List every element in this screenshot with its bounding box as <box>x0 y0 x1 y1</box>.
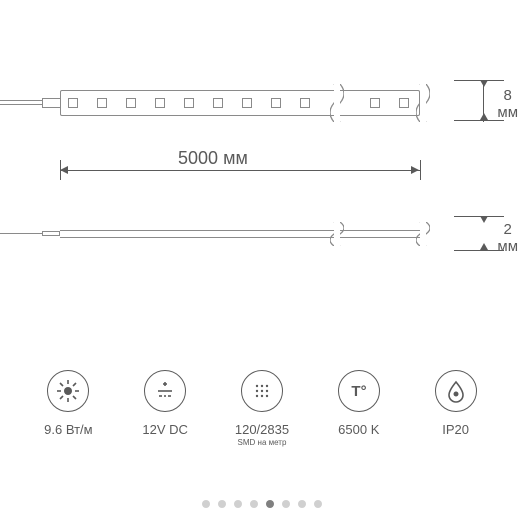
led-strip-side-view <box>60 237 420 238</box>
dimension-extension <box>454 216 504 217</box>
brightness-icon <box>47 370 89 412</box>
dimension-tick <box>420 160 421 180</box>
dimension-5000mm-label: 5000 мм <box>170 148 256 169</box>
diagram-canvas: 8 мм 5000 мм 2 мм 9.6 Вт/м 12V DC 120/2835… <box>0 0 524 524</box>
dimension-value: 2 <box>504 221 512 238</box>
spec-label: 6500 K <box>338 422 379 438</box>
spec-item: 12V DC <box>123 370 207 438</box>
strip-connector <box>42 98 60 108</box>
dimension-unit: мм <box>497 238 518 255</box>
led-chip <box>68 98 78 108</box>
spec-row: 9.6 Вт/м 12V DC 120/2835SMD на метр T° 6500 … <box>0 370 524 448</box>
wire-lead <box>0 233 42 234</box>
spec-label: IP20 <box>442 422 469 438</box>
led-chip <box>213 98 223 108</box>
dc-icon <box>144 370 186 412</box>
spec-item: 120/2835SMD на метр <box>220 370 304 448</box>
strip-connector-side <box>42 231 60 236</box>
svg-text:T°: T° <box>351 383 366 400</box>
dimension-value: 8 <box>504 87 512 104</box>
spec-sublabel: SMD на метр <box>235 438 289 448</box>
spec-item: IP20 <box>414 370 498 438</box>
dimension-extension <box>454 80 504 81</box>
dimension-value: 5000 <box>178 148 218 168</box>
break-mark <box>416 222 430 246</box>
dimension-unit: мм <box>497 104 518 121</box>
pagination-dot[interactable] <box>282 500 290 508</box>
spec-item: 9.6 Вт/м <box>26 370 110 438</box>
temperature-icon: T° <box>338 370 380 412</box>
dimension-2mm-label: 2 мм <box>497 222 518 255</box>
break-mark <box>330 222 344 246</box>
dimension-arrow <box>480 113 488 120</box>
pagination-dots <box>0 500 524 508</box>
pagination-dot[interactable] <box>234 500 242 508</box>
led-chip <box>399 98 409 108</box>
pagination-dot[interactable] <box>298 500 306 508</box>
led-chip <box>184 98 194 108</box>
break-mark <box>330 84 344 122</box>
led-chip <box>155 98 165 108</box>
led-chip <box>242 98 252 108</box>
dimension-8mm-label: 8 мм <box>497 88 518 121</box>
spec-label: 12V DC <box>142 422 188 438</box>
pagination-dot[interactable] <box>218 500 226 508</box>
led-strip-side-view <box>60 230 420 231</box>
wire-lead <box>0 100 42 101</box>
dimension-arrow <box>60 166 68 174</box>
led-strip-top-view <box>60 90 420 116</box>
ip-icon <box>435 370 477 412</box>
led-chip <box>300 98 310 108</box>
dimension-arrow <box>480 243 488 250</box>
spec-label: 9.6 Вт/м <box>44 422 92 438</box>
dimension-arrow <box>480 80 488 87</box>
led-chip <box>126 98 136 108</box>
led-chip <box>97 98 107 108</box>
spec-label: 120/2835SMD на метр <box>235 422 289 448</box>
dimension-unit: мм <box>223 148 248 168</box>
led-density-icon <box>241 370 283 412</box>
spec-item: T° 6500 K <box>317 370 401 438</box>
pagination-dot[interactable] <box>314 500 322 508</box>
led-chip <box>370 98 380 108</box>
wire-lead <box>0 104 42 105</box>
pagination-dot[interactable] <box>202 500 210 508</box>
dimension-arrow <box>411 166 419 174</box>
dimension-arrow <box>480 216 488 223</box>
led-chip <box>271 98 281 108</box>
pagination-dot[interactable] <box>266 500 274 508</box>
break-mark <box>416 84 430 122</box>
pagination-dot[interactable] <box>250 500 258 508</box>
dimension-line <box>60 170 420 171</box>
